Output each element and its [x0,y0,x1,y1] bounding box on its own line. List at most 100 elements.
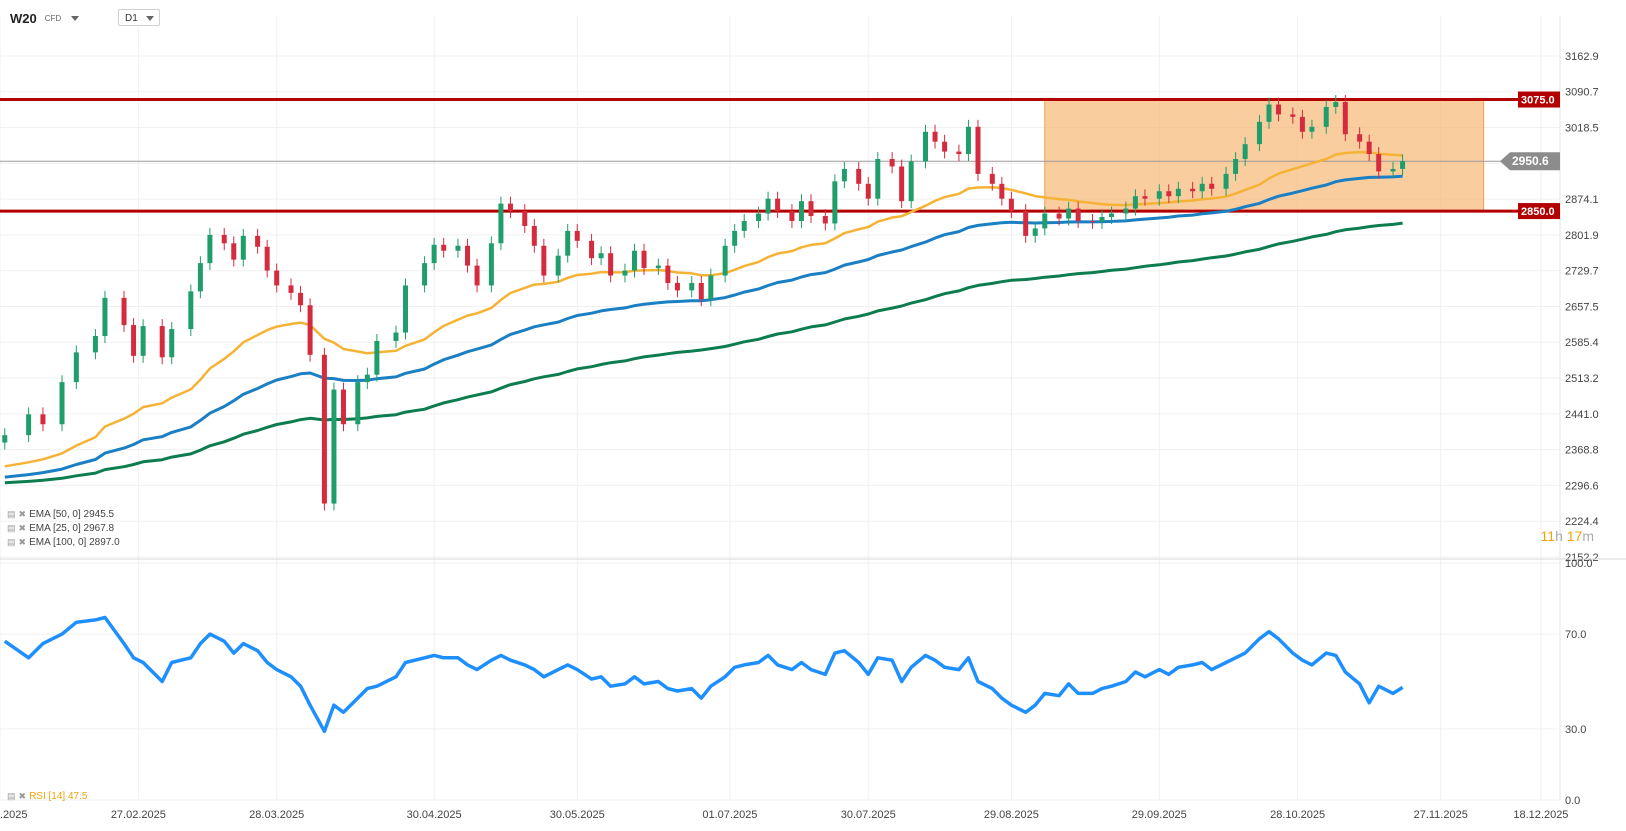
candle-body [169,329,175,358]
legend-ema100[interactable]: ▤ ✖ EMA [100, 0] 2897.0 [7,537,120,548]
candle-body [1109,213,1115,218]
candle-body [1132,196,1138,209]
candle-body [1256,121,1262,145]
candle-body [1223,173,1229,189]
candle-body [865,183,871,199]
candle-body [832,181,838,224]
candle-body [942,141,948,152]
candle-body [908,161,914,202]
candle-body [474,265,480,286]
timeframe-select[interactable]: D1 [118,9,160,26]
candle-body [507,203,513,212]
candle-body [1266,104,1272,122]
close-icon[interactable]: ✖ [18,791,27,801]
y-tick-label: 3018.5 [1565,123,1599,135]
candle-body [1400,161,1406,169]
candle-body [1333,102,1339,107]
x-tick-label: 28.10.2025 [1270,809,1325,821]
ema50-line [4,174,1403,479]
candle-body [255,235,261,247]
candle-body [889,159,895,167]
candle-body [1366,141,1372,155]
candle-body [1342,102,1348,135]
rsi-tick-label: 0.0 [1565,795,1580,807]
close-icon[interactable]: ✖ [18,537,27,547]
candle-body [422,263,428,286]
candle-body [240,235,246,260]
candle-body [59,382,65,425]
y-tick-label: 2801.9 [1565,230,1599,242]
y-tick-label: 2441.0 [1565,409,1599,421]
current-price-tag [1500,152,1560,171]
candle-body [403,285,409,333]
candle-body [1190,188,1196,192]
candle-body [1309,126,1315,132]
candle-body [674,282,680,291]
candle-body [92,335,98,353]
x-tick-label: 30.04.2025 [407,809,462,821]
candle-body [798,201,804,221]
candle-body [221,234,227,244]
candle-body [264,246,270,271]
candle-body [989,173,995,184]
candle-body [1276,104,1282,115]
candle-body [589,240,595,259]
settings-icon[interactable]: ▤ [7,509,16,519]
countdown-minutes-unit: m [1582,528,1594,544]
countdown-hours-unit: h [1555,528,1563,544]
candle-body [1357,134,1363,142]
candle-body [775,198,781,212]
close-icon[interactable]: ✖ [18,523,27,533]
candle-body [1008,198,1014,212]
candle-body [73,352,79,383]
close-icon[interactable]: ✖ [18,509,27,519]
settings-icon[interactable]: ▤ [7,523,16,533]
y-tick-label: 2152.2 [1565,552,1599,564]
candle-body [121,297,127,326]
candle-body [531,225,537,246]
candle-body [622,270,628,276]
candle-body [708,275,714,300]
candle-body [698,282,704,300]
symbol-selector[interactable]: W20 CFD [10,8,80,28]
candle-body [274,270,280,286]
chevron-down-icon[interactable] [71,15,80,21]
candle-body [1023,211,1029,236]
rsi-tick-label: 70.0 [1565,629,1586,641]
candle-body [574,230,580,241]
candle-body [555,255,561,276]
candle-body [875,159,881,199]
legend-ema50[interactable]: ▤ ✖ EMA [50, 0] 2945.5 [7,509,114,520]
candle-body [641,250,647,269]
candle-body [307,305,313,355]
level-label: 3075.0 [1521,95,1555,107]
legend-rsi[interactable]: ▤ ✖ RSI [14] 47.5 [7,791,87,802]
candle-body [1166,191,1172,197]
candle-body [999,183,1005,199]
candle-body [1199,183,1205,192]
legend-ema25[interactable]: ▤ ✖ EMA [25, 0] 2967.8 [7,523,114,534]
countdown-hours: 11 [1540,528,1556,544]
candle-body [541,245,547,276]
candle-body [40,414,46,425]
timeframe-value: D1 [125,13,138,24]
settings-icon[interactable]: ▤ [7,537,16,547]
candle-body [631,250,637,271]
candle-body [488,243,494,286]
legend-rsi-label: RSI [14] 47.5 [29,791,88,802]
candle-body [956,151,962,155]
settings-icon[interactable]: ▤ [7,791,16,801]
candle-body [1376,154,1382,172]
candle-body [1142,196,1148,199]
y-tick-label: 2513.2 [1565,373,1599,385]
legend-ema100-label: EMA [100, 0] 2897.0 [29,537,120,548]
x-tick-label: 18.12.2025 [1513,809,1568,821]
candle-body [26,414,32,436]
candle-body [856,168,862,184]
candle-body [565,230,571,256]
candle-body [1075,208,1081,221]
candle-body [321,354,327,504]
candle-body [231,243,237,260]
candle-body [1123,208,1129,214]
